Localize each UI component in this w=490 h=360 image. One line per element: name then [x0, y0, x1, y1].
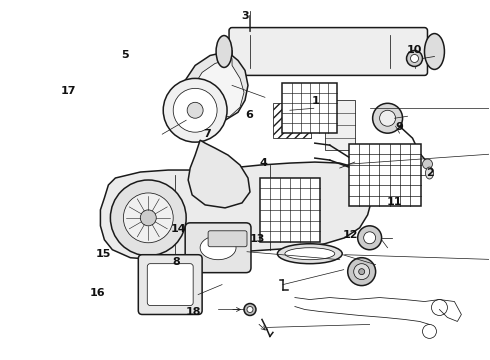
Bar — [325, 100, 355, 150]
Circle shape — [359, 269, 365, 275]
Circle shape — [372, 103, 403, 133]
FancyBboxPatch shape — [147, 264, 193, 306]
Bar — [260, 177, 320, 242]
Polygon shape — [194, 58, 244, 118]
Circle shape — [422, 159, 433, 169]
Ellipse shape — [277, 244, 342, 264]
Circle shape — [364, 232, 376, 244]
Text: 5: 5 — [121, 50, 129, 60]
Text: 1: 1 — [312, 96, 319, 106]
Text: 15: 15 — [95, 248, 111, 258]
Text: 7: 7 — [203, 129, 211, 139]
Ellipse shape — [424, 33, 444, 69]
Circle shape — [110, 180, 186, 256]
Circle shape — [247, 306, 253, 312]
Text: 6: 6 — [245, 111, 253, 121]
Text: 16: 16 — [90, 288, 106, 298]
Text: 2: 2 — [426, 168, 434, 178]
Circle shape — [173, 88, 217, 132]
Ellipse shape — [285, 248, 335, 260]
Ellipse shape — [216, 36, 232, 67]
Circle shape — [411, 54, 418, 62]
Circle shape — [187, 102, 203, 118]
Circle shape — [123, 193, 173, 243]
Circle shape — [407, 50, 422, 67]
Text: 17: 17 — [61, 86, 76, 96]
Text: 18: 18 — [185, 307, 201, 317]
Text: 11: 11 — [387, 197, 402, 207]
Text: 3: 3 — [241, 11, 249, 21]
Polygon shape — [100, 162, 371, 260]
FancyBboxPatch shape — [185, 223, 251, 273]
Circle shape — [163, 78, 227, 142]
Bar — [282, 84, 337, 133]
Polygon shape — [188, 140, 250, 208]
FancyBboxPatch shape — [229, 28, 427, 75]
FancyBboxPatch shape — [138, 255, 202, 315]
Circle shape — [348, 258, 376, 285]
Circle shape — [354, 264, 369, 280]
Ellipse shape — [425, 167, 434, 179]
Text: 10: 10 — [406, 45, 421, 55]
Ellipse shape — [200, 236, 236, 260]
Text: 8: 8 — [172, 257, 180, 267]
Polygon shape — [182, 50, 248, 122]
Bar — [349, 144, 420, 206]
FancyBboxPatch shape — [208, 231, 247, 247]
Text: 13: 13 — [250, 234, 265, 244]
Text: 12: 12 — [343, 230, 358, 239]
Circle shape — [380, 110, 395, 126]
Text: 4: 4 — [260, 158, 268, 168]
Bar — [273, 103, 311, 138]
Text: 9: 9 — [395, 122, 403, 132]
Circle shape — [140, 210, 156, 226]
Circle shape — [358, 226, 382, 250]
Circle shape — [244, 303, 256, 315]
Text: 14: 14 — [171, 225, 186, 234]
